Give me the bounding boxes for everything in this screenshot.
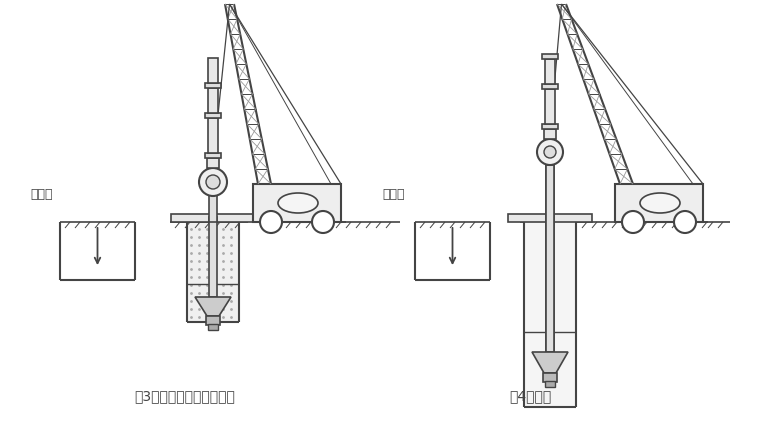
Bar [206, 316, 220, 325]
Bar [543, 373, 557, 382]
Circle shape [537, 139, 563, 165]
Circle shape [260, 211, 282, 233]
Bar [542, 54, 558, 59]
Bar [546, 165, 554, 352]
Bar [208, 58, 218, 83]
Bar [524, 222, 576, 407]
Bar [208, 324, 218, 330]
Ellipse shape [278, 193, 318, 213]
Bar [205, 83, 221, 88]
Bar [253, 184, 341, 222]
Bar [545, 59, 555, 84]
Bar [209, 217, 217, 297]
Polygon shape [532, 352, 568, 373]
Circle shape [544, 146, 556, 158]
Bar [187, 222, 239, 322]
Bar [542, 84, 558, 89]
Text: （3）钻机就位、泥浆制备: （3）钻机就位、泥浆制备 [135, 389, 236, 403]
Circle shape [206, 175, 220, 189]
Bar [171, 214, 255, 222]
Bar [546, 162, 554, 377]
Bar [615, 184, 703, 222]
Text: （4）钻进: （4）钻进 [509, 389, 551, 403]
Text: 泥浆池: 泥浆池 [30, 187, 52, 201]
Bar [205, 153, 221, 158]
Bar [545, 89, 555, 124]
Polygon shape [195, 297, 231, 316]
Bar [208, 88, 218, 113]
Bar [209, 194, 217, 222]
Bar [544, 129, 556, 139]
Circle shape [674, 211, 696, 233]
Circle shape [622, 211, 644, 233]
Circle shape [312, 211, 334, 233]
Circle shape [199, 168, 227, 196]
Bar [545, 381, 555, 387]
Ellipse shape [640, 193, 680, 213]
Bar [542, 124, 558, 129]
Bar [205, 113, 221, 118]
Bar [508, 214, 592, 222]
Bar [207, 158, 219, 168]
Text: 泥浆池: 泥浆池 [382, 187, 404, 201]
Bar [208, 118, 218, 153]
